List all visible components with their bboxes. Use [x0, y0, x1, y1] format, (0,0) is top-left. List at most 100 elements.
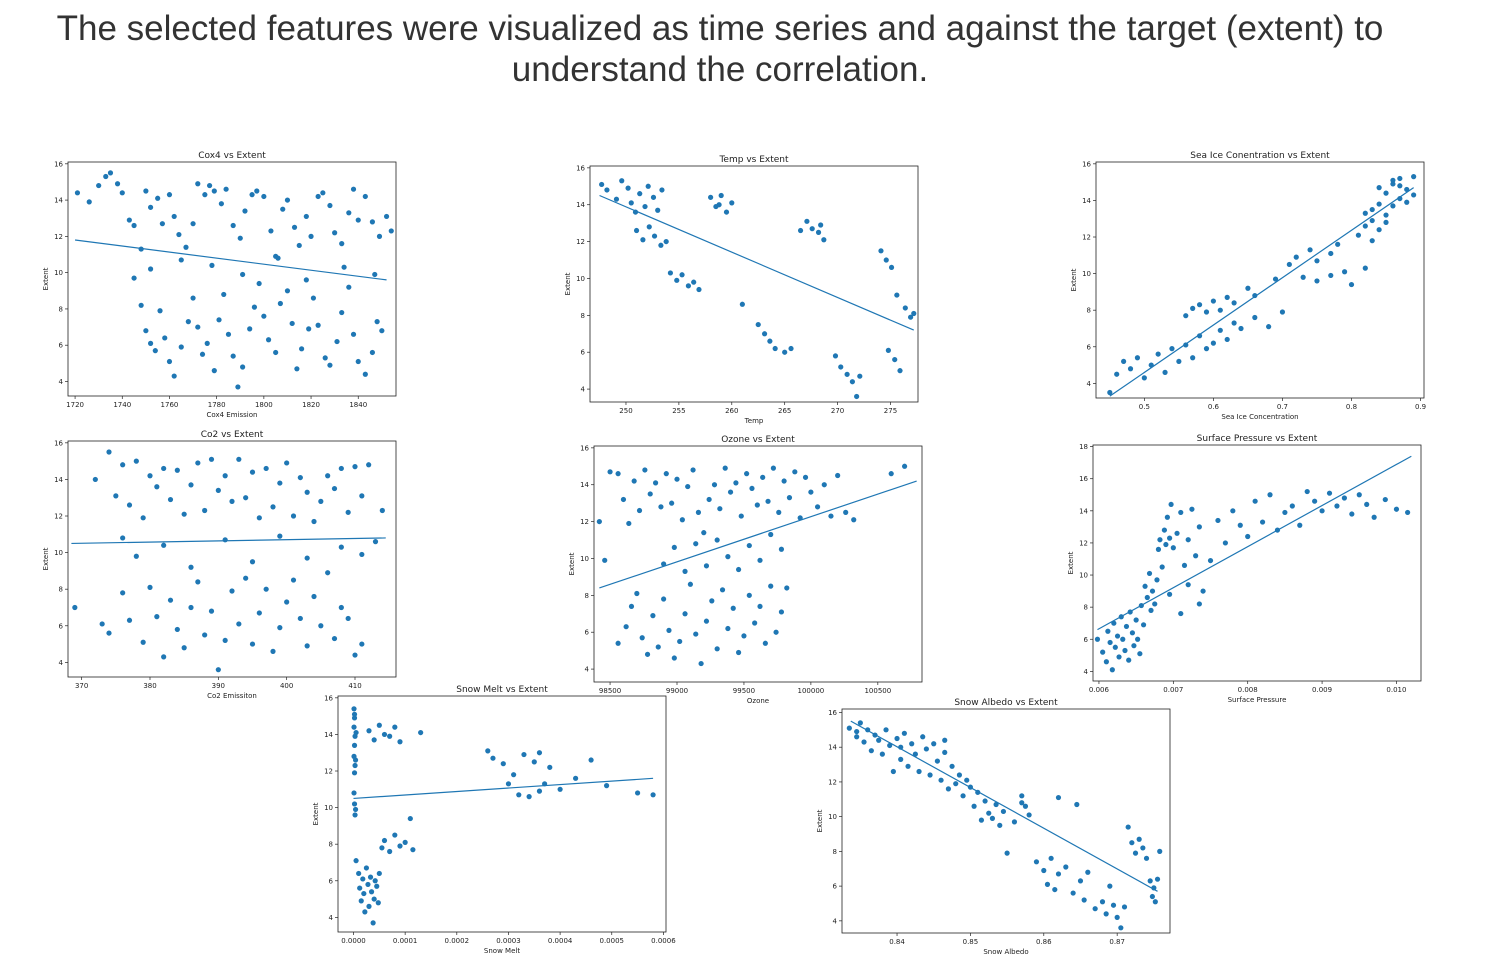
x-tick-label: 1820	[302, 401, 320, 409]
scatter-point	[376, 722, 382, 728]
scatter-point	[308, 233, 314, 239]
y-tick-label: 8	[329, 841, 333, 849]
scatter-point	[739, 301, 745, 307]
scatter-point	[718, 192, 724, 199]
scatter-point	[229, 498, 235, 504]
scatter-point	[1376, 201, 1382, 207]
scatter-point	[222, 473, 228, 479]
scatter-point	[844, 371, 850, 377]
scatter-point	[147, 584, 153, 590]
scatter-point	[698, 660, 704, 667]
scatter-point	[642, 203, 648, 210]
scatter-point	[1033, 859, 1040, 865]
scatter-point	[1272, 276, 1279, 282]
scatter-point	[154, 614, 160, 620]
scatter-point	[1141, 375, 1147, 381]
scatter-point	[327, 202, 333, 209]
scatter-point	[1135, 636, 1141, 642]
scatter-point	[1245, 533, 1251, 540]
scatter-point	[235, 384, 241, 390]
scatter-point	[1397, 183, 1403, 189]
scatter-point	[236, 456, 242, 462]
scatter-point	[392, 724, 398, 730]
scatter-point	[1196, 302, 1203, 308]
scatter-point	[284, 599, 290, 605]
scatter-point	[706, 496, 712, 503]
scatter-point	[804, 218, 810, 224]
scatter-point	[1121, 358, 1127, 365]
scatter-point	[1107, 389, 1113, 396]
y-tick-label: 16	[324, 694, 333, 702]
scatter-point	[1411, 174, 1417, 180]
chart-title: Snow Albedo vs Extent	[954, 698, 1058, 708]
x-tick-label: 0.006	[1089, 686, 1110, 694]
scatter-point	[211, 368, 217, 374]
scatter-point	[1123, 623, 1130, 630]
scatter-point	[1159, 564, 1165, 570]
scatter-point	[332, 230, 338, 236]
scatter-point	[757, 557, 763, 563]
x-tick-label: 0.008	[1238, 686, 1258, 694]
scatter-point	[1167, 535, 1173, 541]
scatter-point	[1185, 582, 1191, 588]
scatter-point	[1282, 509, 1288, 516]
scatter-point	[1129, 840, 1135, 846]
scatter-point	[225, 331, 232, 337]
scatter-point	[746, 592, 752, 598]
scatter-point	[251, 304, 258, 310]
scatter-point	[945, 786, 951, 792]
scatter-point	[588, 757, 594, 763]
scatter-point	[387, 733, 393, 739]
scatter-point	[645, 183, 651, 189]
scatter-point	[381, 731, 388, 738]
scatter-point	[284, 288, 291, 294]
scatter-point	[407, 815, 413, 822]
scatter-point	[338, 465, 344, 472]
scatter-point	[206, 182, 213, 189]
scatter-point	[1341, 495, 1347, 501]
scatter-point	[107, 170, 114, 176]
scatter-point	[230, 222, 236, 229]
scatter-point	[1137, 651, 1143, 657]
scatter-point	[92, 476, 98, 483]
scatter-point	[1155, 351, 1161, 357]
scatter-point	[663, 238, 669, 245]
scatter-point	[351, 715, 358, 721]
scatter-point	[410, 847, 416, 853]
y-tick-label: 16	[1082, 160, 1091, 168]
scatter-point	[1362, 265, 1368, 271]
scatter-point	[1411, 192, 1417, 198]
scatter-point	[651, 233, 658, 239]
scatter-point	[381, 837, 388, 844]
scatter-point	[199, 351, 206, 357]
scatter-point	[306, 326, 312, 332]
scatter-point	[368, 889, 375, 895]
scatter-point	[166, 358, 173, 365]
scatter-point	[290, 577, 297, 583]
scatter-point	[275, 255, 281, 261]
scatter-point	[949, 763, 955, 769]
y-tick-label: 18	[1079, 443, 1088, 451]
scatter-point	[531, 759, 537, 765]
scatter-point	[1210, 298, 1216, 304]
x-tick-label: 400	[280, 682, 293, 690]
regression-line	[353, 777, 654, 800]
y-tick-label: 6	[581, 349, 586, 357]
scatter-point	[387, 848, 393, 855]
scatter-point	[1397, 175, 1403, 182]
scatter-point	[374, 319, 380, 325]
scatter-point	[923, 746, 929, 752]
scatter-point	[311, 518, 317, 525]
scatter-point	[297, 615, 303, 622]
scatter-point	[714, 646, 720, 652]
scatter-point	[1376, 227, 1382, 233]
scatter-point	[778, 609, 785, 615]
scatter-point	[714, 537, 720, 543]
scatter-point	[1200, 588, 1206, 594]
scatter-point	[1019, 793, 1025, 799]
scatter-point	[685, 483, 691, 490]
scatter-point	[1230, 508, 1236, 514]
scatter-point	[772, 345, 778, 352]
scatter-point	[876, 737, 882, 743]
scatter-point	[131, 222, 137, 229]
